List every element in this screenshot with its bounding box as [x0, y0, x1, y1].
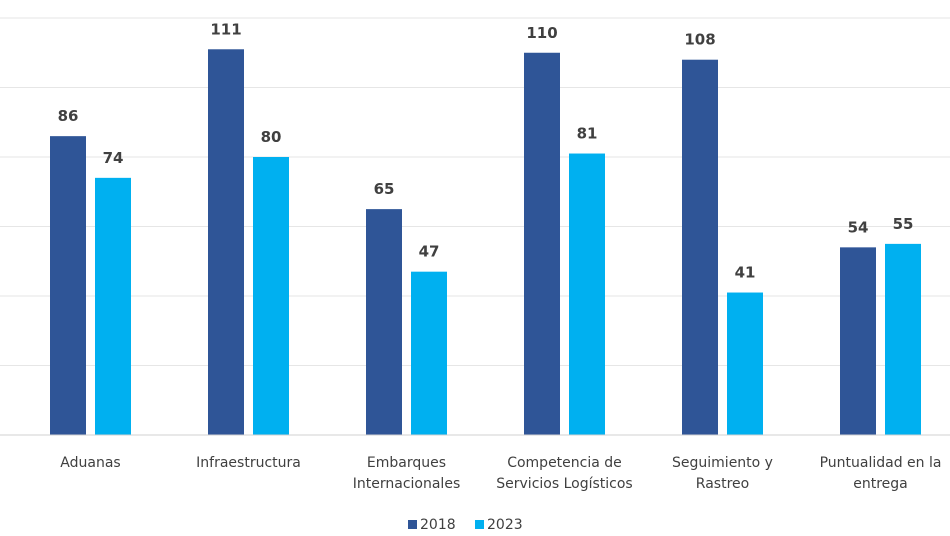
bar-2023: [569, 153, 605, 435]
data-label: 108: [684, 31, 715, 49]
category-label: Infraestructura: [196, 455, 301, 471]
bars: [50, 49, 921, 436]
data-label: 54: [848, 218, 869, 236]
category-label: Embarques Internacionales: [353, 455, 460, 492]
data-label: 41: [735, 264, 756, 282]
category-label-line: entrega: [853, 476, 908, 492]
gridlines: [0, 17, 950, 366]
data-label: 74: [103, 149, 124, 167]
data-label: 111: [210, 20, 241, 38]
category-label: Competencia de Servicios Logísticos: [496, 455, 632, 492]
category-label-line: Competencia de: [507, 455, 622, 471]
bar-2023: [253, 157, 289, 435]
category-label-line: Puntualidad en la: [820, 455, 942, 471]
bar-2018: [366, 209, 402, 435]
bar-2023: [411, 271, 447, 435]
category-labels: Aduanas Infraestructura Embarques Internaci…: [60, 455, 941, 492]
legend-label-2023: 2023: [487, 517, 523, 533]
category-label-line: Aduanas: [60, 455, 120, 471]
bar-2023: [727, 292, 763, 435]
legend: 2018 2023: [408, 517, 523, 533]
category-label: Puntualidad en la entrega: [820, 455, 942, 492]
bar-2023: [885, 243, 921, 435]
data-label: 86: [58, 107, 79, 125]
category-label: Aduanas: [60, 455, 120, 471]
data-label: 65: [374, 180, 395, 198]
data-label: 110: [526, 24, 557, 42]
category-label-line: Infraestructura: [196, 455, 301, 471]
data-label: 80: [261, 128, 282, 146]
data-label: 55: [893, 215, 914, 233]
bar-2018: [50, 136, 86, 435]
data-labels: 86 74 111 80 65 47 110 81 108 41 54 55: [58, 20, 914, 281]
legend-swatch-2018: [408, 520, 417, 529]
category-label-line: Embarques: [367, 455, 446, 471]
data-label: 47: [419, 243, 440, 261]
bar-2018: [524, 52, 560, 435]
category-label-line: Internacionales: [353, 476, 460, 492]
bar-2018: [208, 49, 244, 436]
legend-label-2018: 2018: [420, 517, 456, 533]
category-label-line: Servicios Logísticos: [496, 476, 632, 492]
bar-2018: [682, 59, 718, 435]
category-label-line: Rastreo: [696, 476, 749, 492]
data-label: 81: [577, 125, 598, 143]
bar-2018: [840, 247, 876, 435]
legend-swatch-2023: [475, 520, 484, 529]
category-label: Seguimiento y Rastreo: [672, 455, 773, 492]
category-label-line: Seguimiento y: [672, 455, 773, 471]
bar-2023: [95, 177, 131, 435]
